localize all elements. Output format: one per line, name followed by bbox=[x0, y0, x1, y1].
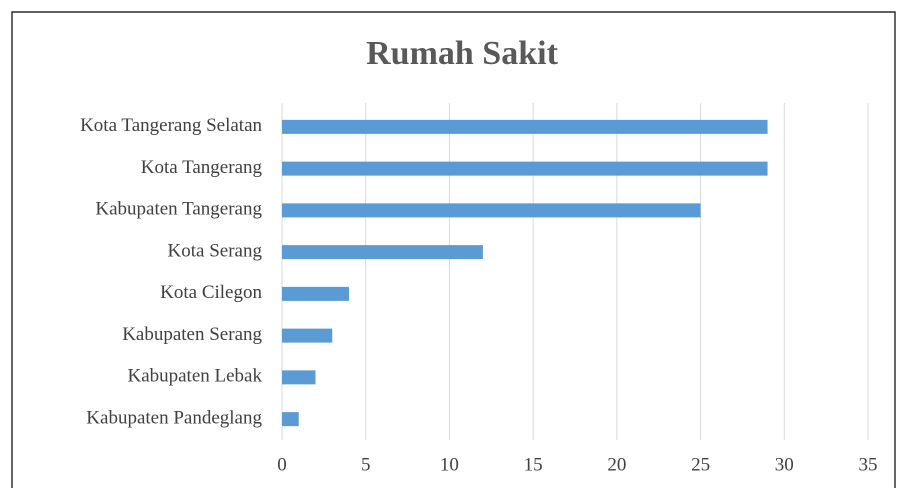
y-tick-label: Kabupaten Lebak bbox=[127, 366, 262, 387]
y-tick-label: Kabupaten Serang bbox=[122, 324, 262, 345]
x-tick-label: 0 bbox=[277, 454, 287, 475]
chart-title: Rumah Sakit bbox=[366, 35, 558, 72]
x-tick-label: 10 bbox=[440, 454, 459, 475]
y-tick-label: Kabupaten Pandeglang bbox=[86, 407, 262, 428]
bar bbox=[282, 286, 349, 301]
y-tick-label: Kota Tangerang Selatan bbox=[80, 115, 262, 136]
bar bbox=[282, 370, 316, 385]
bar bbox=[282, 161, 768, 176]
y-tick-label: Kota Serang bbox=[168, 240, 263, 261]
y-tick-label: Kota Cilegon bbox=[160, 282, 262, 303]
x-tick-label: 25 bbox=[691, 454, 710, 475]
bar bbox=[282, 328, 333, 343]
chart-border bbox=[11, 11, 896, 488]
x-tick-label: 30 bbox=[775, 454, 794, 475]
bar bbox=[282, 245, 483, 260]
x-tick-label: 20 bbox=[607, 454, 626, 475]
bar bbox=[282, 412, 299, 427]
x-tick-label: 5 bbox=[361, 454, 371, 475]
x-tick-label: 15 bbox=[524, 454, 543, 475]
bar bbox=[282, 119, 768, 134]
y-tick-label: Kota Tangerang bbox=[141, 157, 263, 178]
x-tick-label: 35 bbox=[859, 454, 878, 475]
bar bbox=[282, 203, 701, 218]
y-tick-label: Kabupaten Tangerang bbox=[95, 199, 262, 220]
